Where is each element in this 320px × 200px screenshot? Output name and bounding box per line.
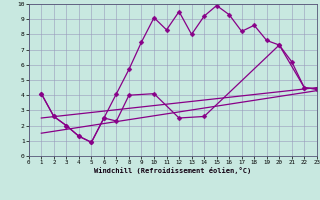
X-axis label: Windchill (Refroidissement éolien,°C): Windchill (Refroidissement éolien,°C) (94, 167, 252, 174)
